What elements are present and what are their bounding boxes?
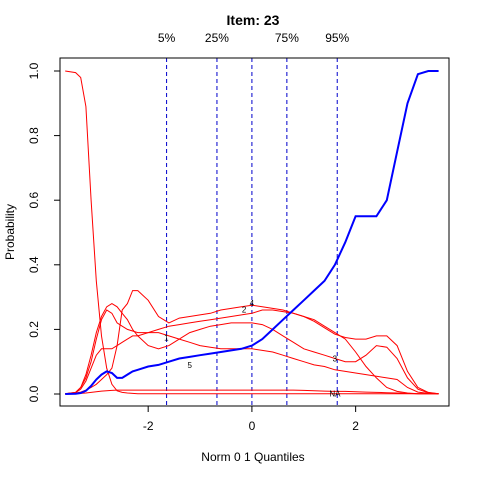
quantile-label: 95%: [325, 31, 349, 45]
x-axis: -2 0 2: [143, 405, 359, 433]
series-line: [65, 290, 439, 395]
curve-label: 5: [187, 361, 192, 370]
plot-frame: [59, 57, 450, 407]
series-line: [65, 389, 439, 395]
y-tick-label: 0.0: [27, 385, 41, 402]
curve-label: 3: [333, 354, 338, 363]
curve-label: NA: [329, 389, 341, 398]
quantile-label: 75%: [275, 31, 299, 45]
x-axis-label: Norm 0 1 Quantiles: [201, 450, 304, 464]
quantile-lines: [166, 58, 338, 406]
quantile-label: 5%: [158, 31, 176, 45]
y-tick-label: 1.0: [27, 62, 41, 79]
x-tick-label: -2: [143, 419, 154, 433]
chart-title: Item: 23: [227, 12, 280, 28]
series-line: [65, 332, 439, 395]
curve-label: 4: [250, 299, 255, 308]
y-axis: 0.0 0.2 0.4 0.6 0.8 1.0: [27, 62, 61, 402]
curve-label: 2: [242, 305, 247, 314]
series-line: [65, 309, 439, 395]
y-axis-label: Probability: [3, 204, 17, 260]
series-line: [65, 303, 439, 395]
series-lines: [65, 70, 439, 395]
y-tick-label: 0.8: [27, 127, 41, 144]
y-tick-label: 0.2: [27, 321, 41, 338]
curve-labels: 1 2 3 4 5 NA: [164, 299, 341, 398]
series-line: [65, 70, 439, 395]
y-tick-label: 0.4: [27, 256, 41, 273]
x-tick-label: 2: [352, 419, 359, 433]
series-line: [65, 70, 439, 395]
x-tick-label: 0: [249, 419, 256, 433]
quantile-label: 25%: [205, 31, 229, 45]
y-tick-label: 0.6: [27, 192, 41, 209]
quantile-labels: 5% 25% 75% 95%: [158, 31, 350, 45]
curve-label: 1: [164, 333, 169, 342]
